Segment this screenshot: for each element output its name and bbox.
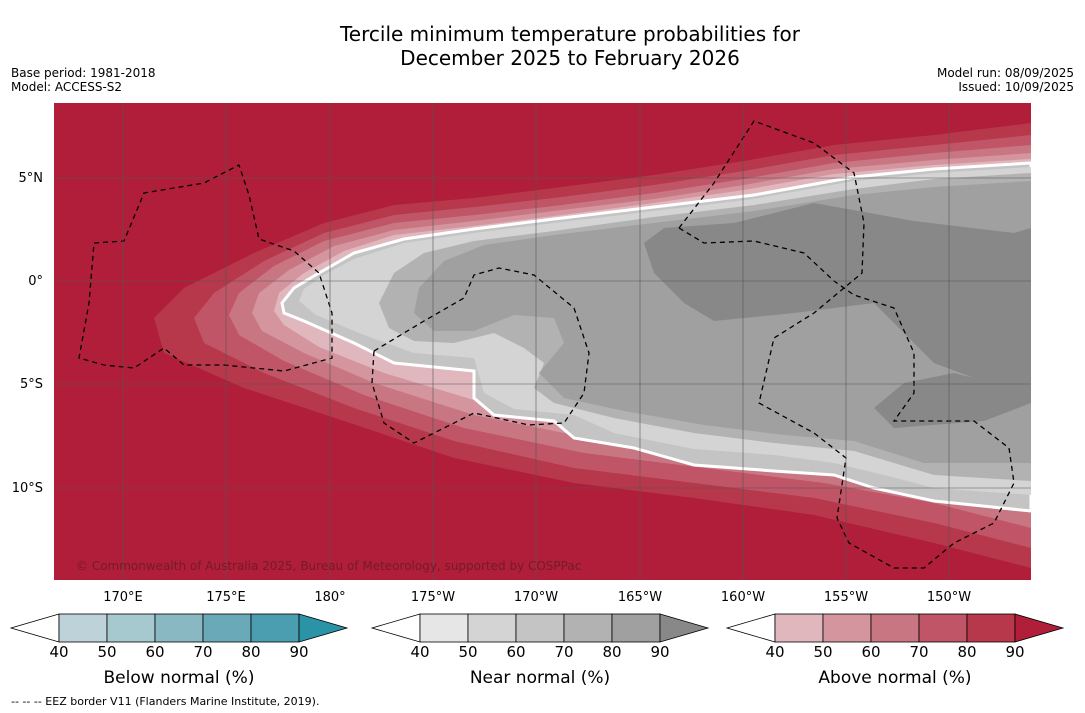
near-tick-50: 50 <box>458 643 478 661</box>
colorbar-1-segment-0 <box>419 613 469 643</box>
below-tick-60: 60 <box>145 643 165 661</box>
below-normal-colorbar <box>10 613 349 643</box>
colorbar-0-high-end <box>298 613 349 643</box>
lon-label-150w: 150°W <box>926 590 972 605</box>
lon-label-155w: 155°W <box>823 590 869 605</box>
lon-label-170w: 170°W <box>513 590 559 605</box>
probability-map <box>54 103 1031 580</box>
below-tick-80: 80 <box>241 643 261 661</box>
colorbar-2-segment-3 <box>918 613 968 643</box>
colorbar-2-segment-0 <box>774 613 824 643</box>
colorbar-1-segment-4 <box>611 613 661 643</box>
lon-label-175e: 175°E <box>206 590 246 605</box>
lat-label-5n: 5°N <box>18 171 44 186</box>
colorbar-0-segment-3 <box>202 613 252 643</box>
colorbar-2-low-end <box>726 613 776 643</box>
below-tick-70: 70 <box>193 643 213 661</box>
colorbar-0-segment-2 <box>154 613 204 643</box>
below-normal-title: Below normal (%) <box>103 668 255 688</box>
near-tick-70: 70 <box>554 643 574 661</box>
eez-border-east <box>678 120 1015 569</box>
above-tick-40: 40 <box>765 643 785 661</box>
colorbar-2-segment-4 <box>966 613 1016 643</box>
title-line-2: December 2025 to February 2026 <box>400 46 740 70</box>
base-period: Base period: 1981-2018 <box>11 66 156 80</box>
colorbar-1-segment-1 <box>467 613 517 643</box>
run-info: Model run: 08/09/2025 Issued: 10/09/2025 <box>937 66 1074 94</box>
near-normal-colorbar <box>371 613 710 643</box>
near-tick-40: 40 <box>410 643 430 661</box>
eez-border-lines <box>78 120 1015 569</box>
eez-footnote: -- -- -- EEZ border V11 (Flanders Marine… <box>11 695 320 708</box>
above-tick-70: 70 <box>909 643 929 661</box>
above-tick-90: 90 <box>1005 643 1025 661</box>
below-tick-40: 40 <box>49 643 69 661</box>
colorbar-1-high-end <box>659 613 710 643</box>
below-tick-50: 50 <box>97 643 117 661</box>
model-run: Model run: 08/09/2025 <box>936 66 1074 80</box>
colorbar-2-segment-1 <box>822 613 872 643</box>
colorbar-0-segment-4 <box>250 613 300 643</box>
above-normal-title: Above normal (%) <box>818 668 972 688</box>
lat-label-5s: 5°S <box>19 377 43 392</box>
above-tick-60: 60 <box>861 643 881 661</box>
below-tick-90: 90 <box>289 643 309 661</box>
colorbar-0-segment-1 <box>106 613 156 643</box>
lon-label-180: 180° <box>314 590 346 605</box>
colorbar-0-segment-0 <box>58 613 108 643</box>
near-tick-90: 90 <box>650 643 670 661</box>
lat-label-10s: 10°S <box>11 481 43 496</box>
colorbar-1-low-end <box>371 613 421 643</box>
near-tick-60: 60 <box>506 643 526 661</box>
above-tick-80: 80 <box>957 643 977 661</box>
above-normal-colorbar <box>726 613 1065 643</box>
issued-date: Issued: 10/09/2025 <box>958 80 1074 94</box>
near-normal-90-region <box>644 203 1031 428</box>
base-info: Base period: 1981-2018 Model: ACCESS-S2 <box>11 66 156 94</box>
map-title: Tercile minimum temperature probabilitie… <box>0 22 1085 70</box>
lon-label-175w: 175°W <box>410 590 456 605</box>
model-name: Model: ACCESS-S2 <box>11 80 123 94</box>
copyright-notice: © Commonwealth of Australia 2025, Bureau… <box>76 559 582 573</box>
near-normal-title: Near normal (%) <box>469 668 611 688</box>
lat-label-0: 0° <box>28 274 43 289</box>
colorbar-2-segment-2 <box>870 613 920 643</box>
lon-label-160w: 160°W <box>720 590 766 605</box>
eez-border-central <box>371 267 590 444</box>
above-tick-50: 50 <box>813 643 833 661</box>
colorbar-0-low-end <box>10 613 60 643</box>
colorbar-1-segment-3 <box>563 613 613 643</box>
colorbar-2-high-end <box>1014 613 1065 643</box>
title-line-1: Tercile minimum temperature probabilitie… <box>339 22 801 46</box>
colorbar-1-segment-2 <box>515 613 565 643</box>
near-tick-80: 80 <box>602 643 622 661</box>
grid-lines <box>54 103 1031 580</box>
lon-label-170e: 170°E <box>103 590 143 605</box>
lon-label-165w: 165°W <box>617 590 663 605</box>
